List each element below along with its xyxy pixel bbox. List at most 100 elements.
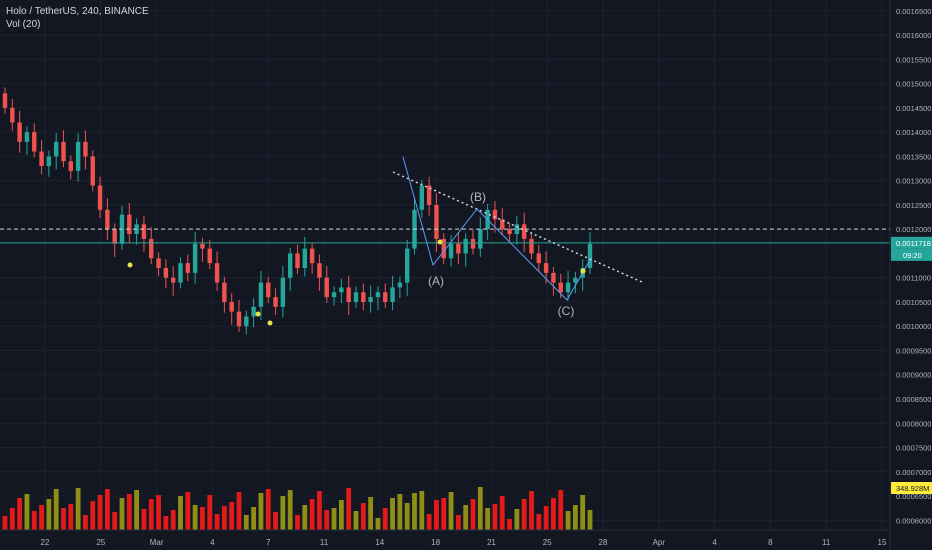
price-axis-label: 0.0015500	[896, 55, 931, 64]
candle-body	[397, 282, 403, 288]
volume-bar	[441, 498, 447, 530]
candle-body	[500, 219, 505, 230]
time-axis-label: 25	[543, 538, 552, 547]
volume-bar	[375, 518, 381, 530]
volume-bar	[134, 490, 140, 530]
candle-body	[75, 141, 81, 171]
candle-body	[470, 238, 476, 249]
volume-bar	[75, 488, 81, 530]
candle-body	[309, 248, 315, 264]
signal-dot	[437, 239, 443, 245]
volume-bar	[185, 492, 191, 530]
volume-bar	[287, 490, 293, 530]
candle-body	[492, 209, 498, 220]
candle-body	[214, 263, 220, 283]
candle-body	[229, 301, 234, 312]
volume-bar	[477, 487, 483, 530]
volume-bar	[470, 499, 476, 530]
volume-bar	[17, 498, 23, 530]
volume-bar	[251, 507, 257, 530]
candle-body	[324, 277, 329, 298]
volume-bar	[68, 504, 74, 530]
candle-body	[463, 238, 468, 254]
price-axis-label: 0.0007500	[896, 444, 931, 453]
volume-bar	[280, 496, 286, 530]
candle-body	[361, 292, 366, 302]
volume-tag	[891, 482, 932, 494]
candle-body	[24, 132, 30, 142]
candle-body	[90, 156, 95, 186]
time-axis-label: Mar	[150, 538, 164, 547]
volume-bar	[390, 498, 395, 530]
volume-bar	[536, 514, 542, 530]
time-axis-label: 22	[41, 538, 50, 547]
price-axis-label: 0.0008000	[896, 419, 931, 428]
volume-bar	[580, 495, 586, 530]
candle-body	[302, 248, 308, 268]
volume-bar	[346, 488, 352, 530]
candle-body	[266, 282, 271, 298]
volume-bar	[360, 503, 366, 530]
current-price-tag	[891, 236, 932, 249]
time-axis-label: 28	[599, 538, 608, 547]
time-axis-label: 21	[487, 538, 496, 547]
volume-bar	[126, 494, 132, 530]
price-axis-label: 0.0015000	[896, 80, 931, 89]
candle-body	[97, 185, 103, 210]
volume-bar	[302, 505, 308, 530]
elliott-wave-path	[402, 156, 591, 301]
volume-bar	[83, 515, 88, 530]
price-axis-label: 0.0007000	[896, 468, 931, 477]
volume-bar	[426, 514, 432, 530]
price-axis-label: 0.0009000	[896, 371, 931, 380]
volume-bar	[565, 511, 571, 530]
volume-bar	[163, 516, 169, 530]
volume-bar	[221, 506, 227, 530]
candle-body	[10, 107, 15, 123]
price-axis-label: 0.0006500	[896, 492, 931, 501]
price-axis-label: 0.0008500	[896, 395, 931, 404]
candle-body	[61, 141, 66, 162]
candle-body	[112, 229, 117, 244]
candle-body	[46, 156, 52, 167]
countdown-tag-text: 09:20	[903, 251, 922, 260]
time-axis-label: 8	[768, 538, 773, 547]
candle-body	[346, 287, 351, 302]
volume-bar	[485, 508, 491, 530]
signal-dot	[255, 311, 261, 317]
volume-bar	[338, 500, 344, 530]
candle-body	[2, 93, 8, 108]
volume-bar	[207, 495, 213, 530]
volume-bar	[543, 506, 549, 530]
time-axis-label: 11	[822, 538, 831, 547]
price-axis-label: 0.0016000	[896, 31, 931, 40]
chart-title[interactable]: Holo / TetherUS, 240, BINANCE	[6, 6, 149, 17]
candle-body	[558, 282, 563, 293]
price-axis-label: 0.0006000	[896, 516, 931, 525]
volume-bar	[551, 498, 556, 530]
volume-bar	[229, 502, 235, 530]
price-axis-label: 0.0013000	[896, 177, 931, 186]
candle-body	[222, 282, 227, 302]
volume-bar	[141, 509, 147, 530]
volume-indicator-label[interactable]: Vol (20)	[6, 19, 41, 30]
volume-bar	[419, 491, 425, 530]
candle-body	[529, 238, 534, 254]
candle-body	[163, 268, 169, 278]
volume-bar	[9, 508, 15, 530]
candle-body	[200, 243, 205, 249]
volume-bar	[572, 505, 578, 530]
candle-body	[521, 224, 527, 239]
candle-body	[441, 238, 446, 259]
candle-body	[419, 185, 425, 210]
volume-bar	[324, 510, 330, 530]
candle-body	[185, 263, 191, 273]
price-axis-label: 0.0011000	[896, 274, 931, 283]
candle-body	[244, 316, 249, 327]
candle-body	[236, 311, 242, 327]
candle-body	[295, 253, 300, 268]
volume-bar	[148, 499, 154, 530]
